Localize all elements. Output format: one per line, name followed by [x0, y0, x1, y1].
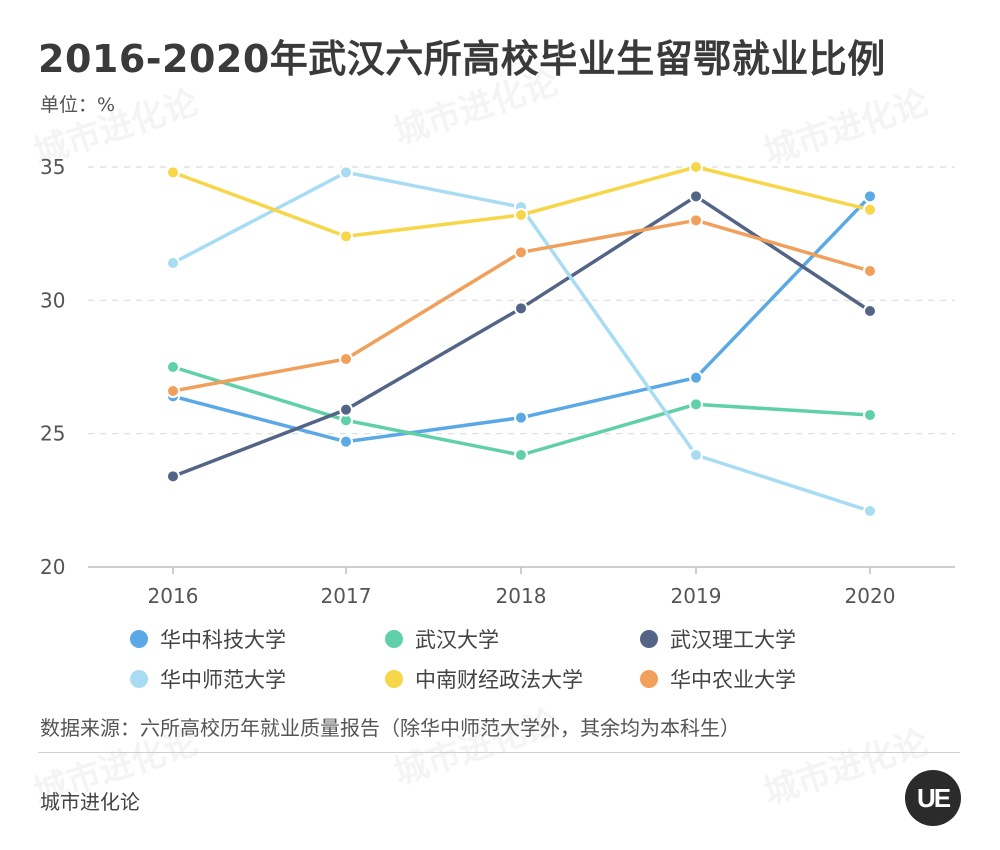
data-point-1-4 [863, 408, 877, 422]
source-note: 数据来源：六所高校历年就业质量报告（除华中师范大学外，其余均为本科生） [40, 716, 740, 740]
data-point-0-4 [863, 189, 877, 204]
data-point-4-1 [339, 229, 353, 244]
legend-item: 华中师范大学 [130, 664, 385, 694]
legend-label: 华中师范大学 [160, 668, 286, 692]
legend-swatch [385, 670, 403, 688]
data-point-5-3 [689, 213, 703, 228]
x-tick-label: 2019 [671, 584, 722, 608]
x-tick-label: 2016 [148, 584, 199, 608]
data-point-1-2 [514, 448, 528, 462]
x-tick-label: 2017 [321, 584, 372, 608]
legend-item: 中南财经政法大学 [385, 664, 640, 694]
data-point-1-3 [689, 397, 703, 412]
divider [38, 752, 960, 753]
chart-legend: 华中科技大学 武汉大学 武汉理工大学华中师范大学 中南财经政法大学 华中农业大学 [130, 624, 930, 694]
legend-label: 华中农业大学 [670, 668, 796, 692]
data-point-4-4 [863, 202, 877, 217]
legend-swatch [640, 670, 658, 688]
legend-swatch [130, 630, 148, 648]
legend-swatch [385, 630, 403, 648]
x-tick-label: 2018 [496, 584, 547, 608]
data-point-2-2 [514, 301, 528, 316]
legend-label: 武汉理工大学 [670, 628, 796, 652]
unit-label: 单位：% [40, 94, 116, 116]
series-line-0 [172, 195, 872, 444]
y-tick-label: 35 [40, 155, 65, 179]
data-point-0-2 [514, 410, 528, 425]
data-point-3-3 [689, 448, 703, 462]
brand-name: 城市进化论 [40, 790, 140, 814]
data-point-3-0 [166, 256, 180, 270]
data-point-5-2 [514, 245, 528, 260]
data-point-5-4 [863, 264, 877, 278]
chart-title: 2016-2020年武汉六所高校毕业生留鄂就业比例 [38, 37, 886, 81]
y-tick-label: 25 [40, 422, 65, 446]
data-point-3-1 [339, 165, 353, 180]
data-point-4-3 [689, 160, 703, 174]
legend-label: 武汉大学 [415, 628, 499, 652]
legend-swatch [640, 630, 658, 648]
legend-item: 华中农业大学 [640, 664, 895, 694]
data-point-4-0 [166, 165, 180, 180]
x-tick-label: 2020 [845, 584, 896, 608]
data-point-0-1 [339, 434, 353, 449]
legend-swatch [130, 670, 148, 688]
legend-item: 武汉大学 [385, 624, 640, 654]
data-point-1-0 [166, 360, 180, 374]
y-tick-label: 30 [40, 288, 65, 312]
legend-item: 武汉理工大学 [640, 624, 865, 654]
line-chart: 20 25 30 35 2016 2017 2018 2019 2020 [40, 155, 955, 608]
legend-label: 华中科技大学 [160, 628, 286, 652]
data-point-2-1 [339, 402, 353, 417]
legend-label: 中南财经政法大学 [415, 668, 583, 692]
data-point-3-4 [863, 504, 877, 518]
legend-item: 华中科技大学 [130, 624, 385, 654]
data-point-2-3 [689, 189, 703, 204]
data-point-5-0 [166, 384, 180, 398]
data-point-2-4 [863, 304, 877, 318]
data-point-2-0 [166, 469, 180, 484]
data-point-5-1 [339, 352, 353, 366]
data-point-0-3 [689, 370, 703, 385]
brand-logo: UE [905, 770, 961, 826]
series-line-2 [172, 194, 871, 478]
y-tick-label: 20 [40, 555, 65, 579]
data-point-4-2 [514, 208, 528, 222]
